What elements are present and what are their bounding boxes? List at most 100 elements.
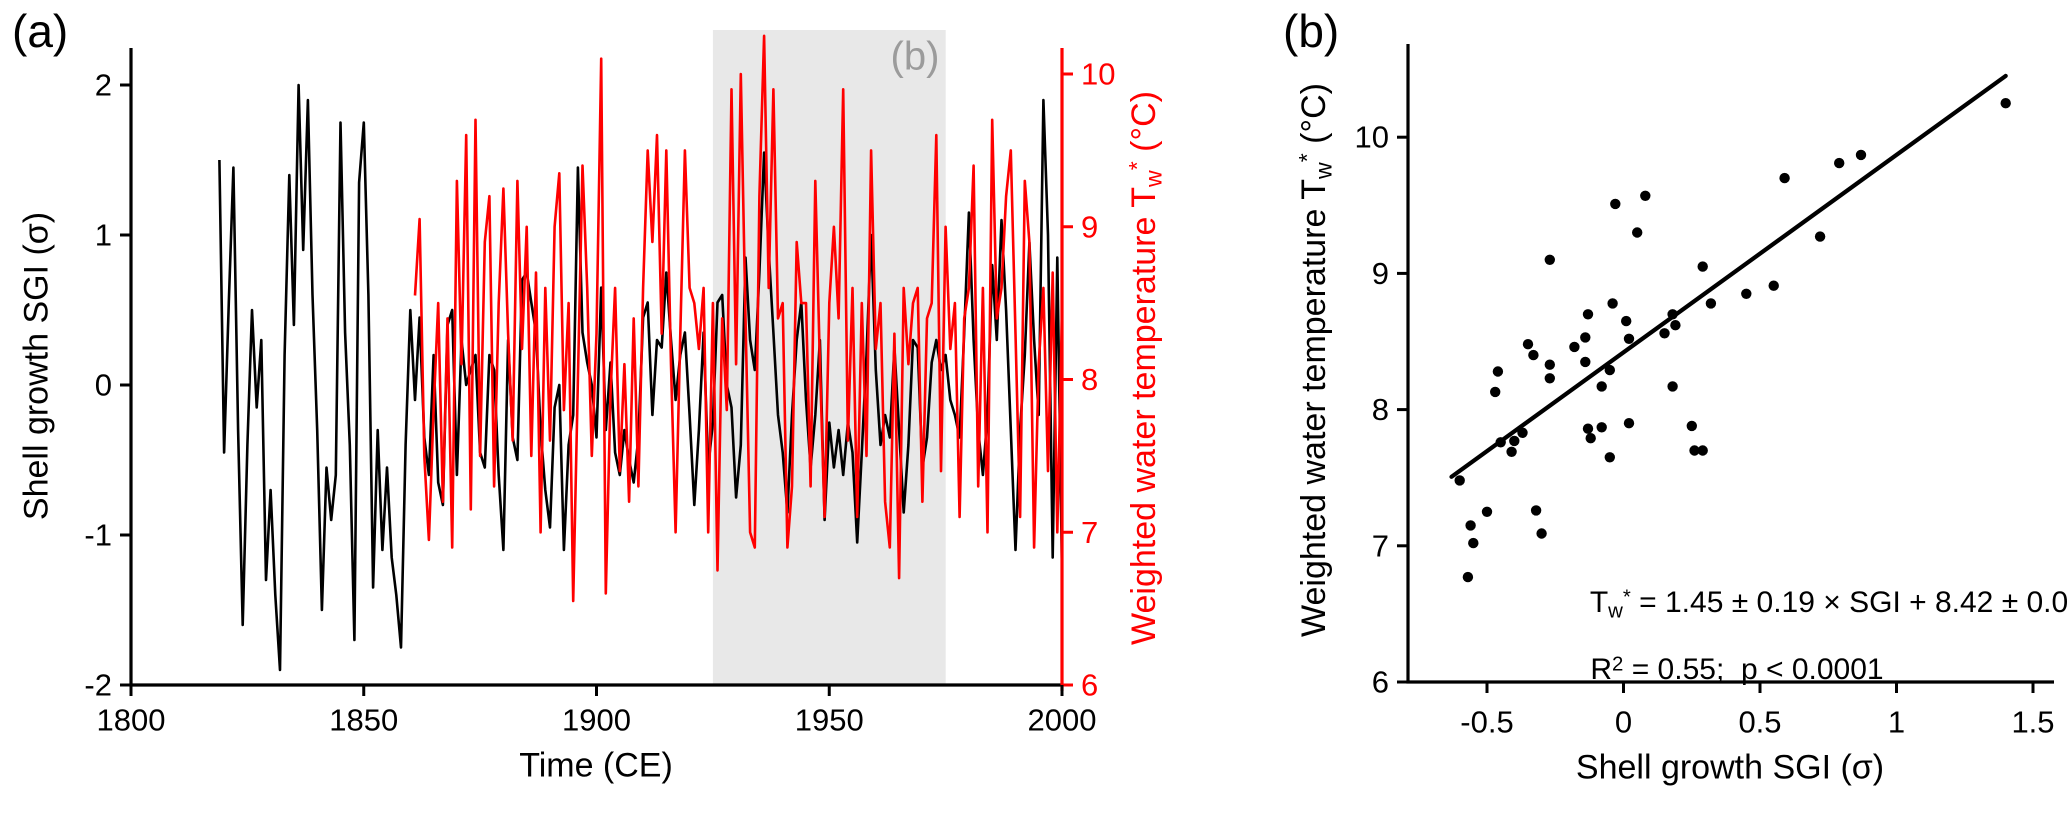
scatter-point bbox=[1530, 505, 1542, 516]
panel-a-x-axis-tick-label: 1900 bbox=[562, 703, 631, 738]
scatter-point bbox=[1582, 423, 1594, 434]
equation-suffix: = 1.45 ± 0.19 × SGI + 8.42 ± 0.08 bbox=[1630, 586, 2067, 619]
scatter-point bbox=[1670, 320, 1681, 331]
scatter-point bbox=[2000, 98, 2011, 109]
regression-equation: Tw* = 1.45 ± 0.19 × SGI + 8.42 ± 0.08 bbox=[1557, 552, 2067, 658]
scatter-point bbox=[1522, 339, 1534, 350]
right-axis-title-suffix: (°C) bbox=[1124, 91, 1163, 162]
panel-a-x-axis-title: Time (CE) bbox=[519, 746, 673, 785]
scatter-point bbox=[1697, 445, 1708, 456]
scatter-point bbox=[1623, 418, 1635, 429]
equation-sub: w bbox=[1608, 600, 1623, 623]
panel-b-x-axis-tick-label: 1 bbox=[1888, 705, 1905, 740]
r2-prefix: R bbox=[1590, 653, 1613, 686]
right-axis-title-sub: w bbox=[1140, 170, 1167, 187]
scatter-point bbox=[1506, 446, 1517, 457]
scatter-point bbox=[1454, 475, 1465, 486]
left-axis-tick-label: 2 bbox=[95, 68, 112, 103]
scatter-point bbox=[1509, 435, 1520, 447]
panel-b-y-title-prefix: Weighted water temperature T bbox=[1294, 178, 1333, 637]
panel-b-y-axis-tick-label: 6 bbox=[1372, 665, 1389, 700]
r2-suffix: = 0.55; p < 0.0001 bbox=[1623, 653, 1884, 686]
scatter-point bbox=[1604, 364, 1616, 376]
scatter-point bbox=[1580, 356, 1591, 368]
scatter-point bbox=[1607, 298, 1618, 309]
left-axis-tick-label: 1 bbox=[95, 218, 112, 253]
scatter-point bbox=[1585, 433, 1596, 444]
regression-line bbox=[1449, 73, 2008, 479]
right-axis-tick-label: 10 bbox=[1081, 57, 1115, 92]
scatter-point bbox=[1604, 452, 1616, 463]
scatter-point bbox=[1582, 309, 1594, 320]
panel-a-y-axis-title-right: Weighted water temperature Tw* (°C) bbox=[1124, 91, 1167, 645]
scatter-point bbox=[1705, 298, 1717, 309]
scatter-point bbox=[1834, 157, 1845, 169]
panel-b-y-title-sup: * bbox=[1294, 153, 1321, 163]
panel-b-x-axis-tick-label: 1.5 bbox=[2011, 705, 2054, 740]
scatter-point bbox=[1544, 373, 1556, 384]
panel-a-y-axis-title-left: Shell growth SGI (σ) bbox=[17, 211, 56, 521]
scatter-point bbox=[1741, 288, 1752, 299]
scatter-point bbox=[1481, 506, 1493, 517]
scatter-point bbox=[1517, 427, 1528, 438]
scatter-point bbox=[1623, 333, 1635, 344]
scatter-point bbox=[1596, 381, 1607, 392]
right-axis-tick-label: 6 bbox=[1081, 668, 1098, 703]
scatter-point bbox=[1462, 571, 1474, 583]
scatter-point bbox=[1536, 528, 1547, 539]
scatter-point bbox=[1490, 386, 1501, 398]
series-line-temperature bbox=[413, 34, 1064, 603]
panel-a-x-axis-tick-label: 2000 bbox=[1028, 703, 1097, 738]
scatter-point bbox=[1686, 420, 1698, 432]
scatter-point bbox=[1855, 149, 1867, 161]
panel-b-y-title-sub: w bbox=[1310, 162, 1337, 179]
scatter-point bbox=[1768, 280, 1779, 291]
equation-sup: * bbox=[1622, 586, 1631, 609]
scatter-point bbox=[1528, 349, 1539, 361]
scatter-point bbox=[1659, 328, 1670, 339]
scatter-point bbox=[1596, 422, 1607, 433]
panel-a-letter: (a) bbox=[12, 5, 69, 57]
panel-b-y-axis-tick-label: 7 bbox=[1372, 528, 1389, 563]
scatter-point bbox=[1544, 254, 1556, 265]
scatter-point bbox=[1814, 231, 1826, 242]
right-axis-tick-label: 7 bbox=[1081, 515, 1098, 550]
left-axis-tick-label: -2 bbox=[84, 668, 112, 703]
scatter-point bbox=[1632, 227, 1643, 238]
scatter-point bbox=[1689, 445, 1700, 456]
scatter-point bbox=[1610, 198, 1621, 210]
panel-b-x-axis-tick-label: -0.5 bbox=[1460, 705, 1513, 740]
scatter-point bbox=[1640, 190, 1651, 201]
panel-b-x-axis-title: Shell growth SGI (σ) bbox=[1575, 748, 1885, 787]
r-squared-text: R2 = 0.55; p < 0.0001 bbox=[1557, 619, 1884, 721]
panel-b-y-axis-tick-label: 10 bbox=[1355, 120, 1389, 155]
scatter-point bbox=[1580, 332, 1591, 343]
scatter-point bbox=[1621, 315, 1632, 327]
scatter-point bbox=[1667, 381, 1678, 392]
scatter-point bbox=[1569, 341, 1580, 353]
panel-b-y-axis-tick-label: 9 bbox=[1372, 256, 1389, 291]
scatter-point bbox=[1544, 359, 1556, 370]
panel-b-letter: (b) bbox=[1283, 5, 1340, 57]
panel-b-y-title-suffix: (°C) bbox=[1294, 83, 1333, 154]
scatter-point bbox=[1779, 172, 1790, 184]
scatter-point bbox=[1492, 366, 1504, 377]
left-axis-tick-label: -1 bbox=[84, 518, 112, 553]
panel-a-x-axis-tick-label: 1950 bbox=[795, 703, 864, 738]
panel-a-x-axis-tick-label: 1800 bbox=[97, 703, 166, 738]
right-axis-title-prefix: Weighted water temperature T bbox=[1124, 186, 1163, 645]
highlight-band-label: (b) bbox=[890, 34, 940, 79]
scatter-point bbox=[1468, 537, 1479, 549]
right-axis-tick-label: 9 bbox=[1081, 209, 1098, 244]
r2-sup: 2 bbox=[1612, 653, 1624, 676]
panel-b-y-axis-tick-label: 8 bbox=[1372, 392, 1389, 427]
panel-b-x-axis-tick-label: 0.5 bbox=[1738, 705, 1781, 740]
right-axis-tick-label: 8 bbox=[1081, 362, 1098, 397]
panel-b-y-axis-title: Weighted water temperature Tw* (°C) bbox=[1294, 83, 1337, 637]
equation-prefix: T bbox=[1589, 586, 1609, 619]
scatter-point bbox=[1465, 520, 1476, 531]
left-axis-tick-label: 0 bbox=[95, 368, 112, 403]
panel-b-x-axis-tick-label: 0 bbox=[1615, 705, 1632, 740]
